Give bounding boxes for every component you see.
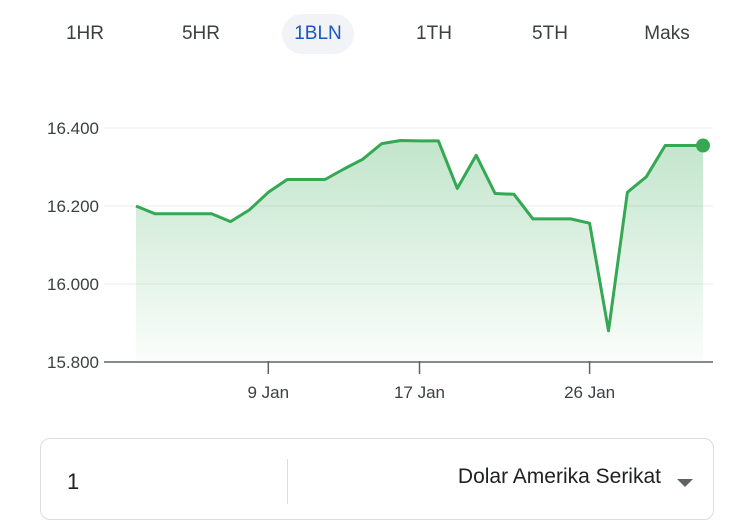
tab-1bln[interactable]: 1BLN — [282, 14, 354, 54]
data-point — [229, 220, 233, 224]
y-tick-label: 16.200 — [47, 197, 99, 216]
chevron-down-icon[interactable] — [677, 479, 693, 487]
current-value-dot — [696, 138, 710, 153]
data-point — [380, 142, 384, 146]
data-point — [455, 186, 459, 190]
data-point — [323, 177, 327, 181]
data-point — [550, 217, 554, 221]
data-point — [304, 177, 308, 181]
data-point — [607, 329, 611, 333]
area-fill — [136, 140, 703, 362]
x-tick-label: 17 Jan — [394, 383, 445, 402]
x-axis-ticks: 9 Jan 17 Jan 26 Jan — [248, 361, 615, 402]
data-point — [342, 167, 346, 171]
x-tick-label: 9 Jan — [248, 383, 290, 402]
data-point — [588, 221, 592, 225]
tab-5hr[interactable]: 5HR — [181, 23, 220, 44]
data-point — [361, 157, 365, 161]
x-tick-label: 26 Jan — [564, 383, 615, 402]
data-point — [210, 212, 214, 216]
data-point — [474, 153, 478, 157]
tab-1hr[interactable]: 1HR — [65, 23, 104, 44]
data-point — [625, 190, 629, 194]
data-point — [266, 190, 270, 194]
y-tick-label: 16.400 — [47, 119, 99, 138]
data-point — [134, 204, 138, 208]
series-line — [135, 139, 703, 333]
data-point — [493, 192, 497, 196]
y-axis-ticks: 16.400 16.200 16.000 15.800 — [47, 119, 99, 372]
data-point — [247, 208, 251, 212]
currency-converter: 1 Dolar Amerika Serikat — [40, 438, 714, 520]
data-point — [172, 212, 176, 216]
amount-input[interactable]: 1 — [67, 469, 80, 494]
tab-1th[interactable]: 1TH — [416, 23, 452, 44]
data-point — [285, 177, 289, 181]
data-point — [399, 138, 403, 142]
currency-select[interactable]: Dolar Amerika Serikat — [457, 465, 661, 488]
data-point — [153, 212, 157, 216]
data-point — [531, 217, 535, 221]
time-range-tabs: 1HR 5HR 1BLN 1TH 5TH Maks — [0, 0, 737, 70]
data-point — [569, 217, 573, 221]
exchange-rate-chart: 16.400 16.200 16.000 15.800 9 Jan 17 Jan 26 J… — [47, 119, 713, 402]
divider — [287, 459, 288, 504]
y-tick-label: 16.000 — [47, 275, 99, 294]
data-point — [512, 192, 516, 196]
data-point — [418, 139, 422, 143]
y-tick-label: 15.800 — [47, 353, 99, 372]
data-point — [191, 212, 195, 216]
tab-maks[interactable]: Maks — [644, 23, 690, 44]
data-point — [682, 144, 686, 148]
tab-5th[interactable]: 5TH — [532, 23, 568, 44]
data-point — [644, 175, 648, 179]
data-point — [436, 139, 440, 143]
data-point — [663, 144, 667, 148]
